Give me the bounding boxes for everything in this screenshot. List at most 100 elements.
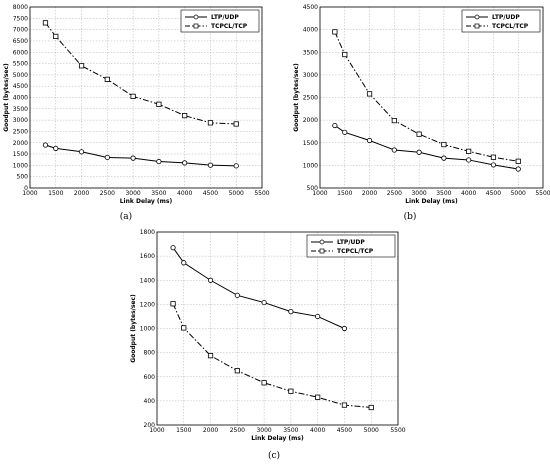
- data-point-tcpcl-tcp: [104, 76, 110, 82]
- data-point-tcpcl-tcp: [78, 63, 85, 69]
- x-tick-label: 5500: [535, 190, 550, 197]
- data-point-tcpcl-tcp: [441, 141, 447, 148]
- data-point-ltp-udp: [416, 149, 422, 155]
- x-tick-label: 3000: [125, 190, 140, 197]
- chart-panel-3: 1000 1500 2000 2500 3000 3500 4000 4500 5000 5500…: [130, 229, 406, 461]
- data-point-ltp-udp: [207, 277, 214, 283]
- data-point-tcpcl-tcp: [391, 117, 397, 124]
- x-tick-label: 3500: [151, 190, 166, 197]
- y-tick-label: 4000: [303, 27, 318, 34]
- data-point-tcpcl-tcp: [207, 353, 214, 359]
- y-tick-label: 7500: [13, 15, 28, 22]
- x-axis-label: Link Delay (ms): [405, 198, 458, 205]
- data-point-tcpcl-tcp: [416, 131, 422, 137]
- x-tick-label: 1500: [48, 190, 63, 197]
- legend: LTP/UDP TCPCL/TCP: [306, 234, 396, 258]
- legend-circle-marker: [474, 14, 480, 20]
- data-point-ltp-udp: [42, 142, 49, 148]
- y-tick-label: 1500: [13, 151, 28, 158]
- data-point-ltp-udp: [234, 292, 240, 298]
- x-tick-label: 3000: [256, 427, 271, 434]
- plot-frame: [319, 6, 544, 189]
- y-tick-label: 1000: [140, 326, 155, 333]
- data-point-ltp-udp: [342, 129, 348, 135]
- data-point-ltp-udp: [341, 325, 348, 332]
- panel-label: (a): [120, 211, 132, 222]
- y-tick-label: 1000: [303, 162, 318, 169]
- y-tick-label: 4000: [13, 95, 28, 102]
- data-point-ltp-udp: [233, 163, 239, 169]
- chart-panel-1: 1000 1500 2000 2500 3000 3500 4000 4500 5000 5500…: [3, 4, 270, 222]
- legend-square-marker: [474, 23, 480, 29]
- y-axis-label: Goodput (bytes/sec): [293, 63, 300, 132]
- x-tick-label: 4000: [461, 190, 476, 197]
- data-point-tcpcl-tcp: [332, 29, 338, 35]
- legend-label: TCPCL/TCP: [211, 23, 248, 30]
- y-tick-label: 2500: [303, 95, 318, 102]
- plot-frame: [156, 231, 399, 426]
- data-point-ltp-udp: [441, 155, 447, 161]
- y-tick-label: 500: [17, 174, 29, 181]
- data-point-tcpcl-tcp: [234, 368, 240, 374]
- x-tick-label: 3500: [436, 190, 451, 197]
- data-point-ltp-udp: [130, 155, 136, 161]
- y-tick-label: 200: [144, 422, 156, 429]
- data-point-tcpcl-tcp: [315, 394, 321, 400]
- y-tick-label: 1500: [303, 140, 318, 147]
- series-line-tcpcl-tcp: [334, 31, 519, 162]
- y-tick-label: 3000: [303, 72, 318, 79]
- x-tick-label: 5500: [390, 427, 405, 434]
- data-point-tcpcl-tcp: [342, 51, 348, 58]
- y-tick-label: 4500: [13, 83, 28, 90]
- x-tick-label: 1500: [337, 190, 352, 197]
- y-tick-label: 6500: [13, 38, 28, 45]
- x-tick-label: 2000: [74, 190, 89, 197]
- x-tick-label: 4000: [310, 427, 325, 434]
- x-tick-label: 2000: [203, 427, 218, 434]
- data-point-tcpcl-tcp: [156, 101, 162, 107]
- x-tick-label: 4500: [337, 427, 352, 434]
- x-tick-label: 5000: [229, 190, 244, 197]
- x-tick-label: 1500: [176, 427, 191, 434]
- x-tick-label: 4500: [486, 190, 501, 197]
- data-point-ltp-udp: [315, 313, 321, 320]
- y-tick-label: 2000: [303, 117, 318, 124]
- x-tick-label: 3000: [411, 190, 426, 197]
- data-point-ltp-udp: [104, 154, 110, 161]
- x-axis-label: Link Delay (ms): [251, 435, 304, 442]
- legend-box: [306, 234, 396, 258]
- x-tick-label: 2500: [230, 427, 245, 434]
- y-tick-label: 5500: [13, 61, 28, 68]
- data-point-tcpcl-tcp: [366, 91, 373, 97]
- data-point-tcpcl-tcp: [182, 113, 188, 119]
- chart-panel-2: 1000 1500 2000 2500 3000 3500 4000 4500 5000 5500…: [293, 4, 550, 222]
- series-line-ltp-udp: [172, 247, 345, 329]
- y-tick-label: 400: [144, 398, 156, 405]
- x-tick-label: 3500: [283, 427, 298, 434]
- data-point-ltp-udp: [515, 166, 521, 172]
- data-point-tcpcl-tcp: [170, 301, 176, 307]
- y-tick-label: 1800: [140, 229, 155, 236]
- x-tick-label: 4000: [177, 190, 192, 197]
- data-point-tcpcl-tcp: [42, 20, 49, 26]
- data-point-tcpcl-tcp: [53, 33, 59, 40]
- x-tick-label: 1000: [312, 190, 327, 197]
- data-point-tcpcl-tcp: [466, 148, 472, 154]
- data-point-ltp-udp: [181, 260, 187, 266]
- x-tick-label: 1000: [22, 190, 37, 197]
- legend-label: TCPCL/TCP: [492, 23, 529, 30]
- x-tick-label: 5000: [511, 190, 526, 197]
- y-tick-label: 3500: [303, 49, 318, 56]
- x-tick-label: 1000: [149, 427, 164, 434]
- legend-label: LTP/UDP: [492, 14, 520, 21]
- y-tick-label: 5000: [13, 72, 28, 79]
- y-tick-label: 3000: [13, 117, 28, 124]
- legend-circle-marker: [319, 239, 325, 245]
- x-axis-label: Link Delay (ms): [120, 198, 173, 205]
- y-tick-label: 2000: [13, 140, 28, 147]
- data-point-tcpcl-tcp: [490, 154, 497, 160]
- data-point-ltp-udp: [366, 137, 373, 144]
- data-point-ltp-udp: [78, 149, 85, 155]
- y-axis-label: Goodput (bytes/sec): [130, 294, 137, 363]
